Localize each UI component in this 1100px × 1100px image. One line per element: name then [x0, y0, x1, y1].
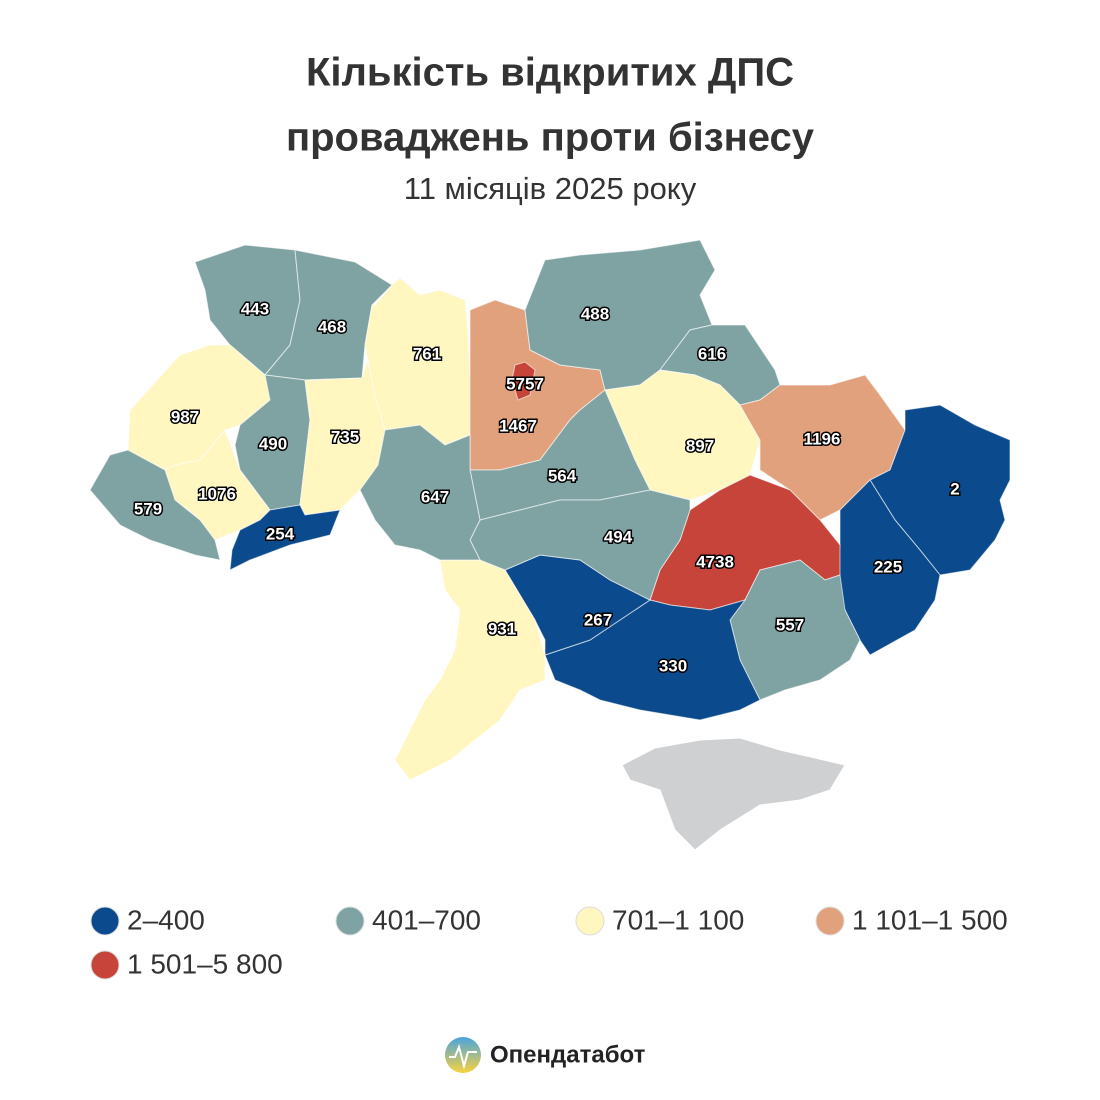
legend-label: 1 501–5 800: [127, 948, 283, 979]
region-value: 4738: [696, 552, 734, 571]
region-value: 1467: [499, 416, 537, 435]
region-value: 987: [171, 407, 199, 426]
region-value: 2: [950, 479, 959, 498]
region-value: 443: [241, 299, 269, 318]
legend-label: 2–400: [127, 904, 205, 935]
subtitle: 11 місяців 2025 року: [404, 171, 697, 206]
legend: 2–400 401–700 701–1 100 1 101–1 500 1 501–5 …: [90, 904, 1008, 980]
region: [469, 489, 691, 601]
region-value: 1196: [804, 429, 841, 448]
labels: 443 468 987 490 735 761 1467 5757 488 616 897 1196 2…: [132, 298, 961, 677]
legend-swatch: [90, 906, 120, 936]
region-value: 761: [413, 344, 441, 363]
region-value: 254: [266, 524, 295, 543]
region-value: 330: [659, 656, 687, 675]
region-value: 616: [698, 344, 726, 363]
region: [511, 361, 536, 401]
region-value: 557: [776, 615, 804, 634]
region-value: 267: [584, 610, 612, 629]
brand-logo-pulse: [449, 1043, 477, 1070]
region-value: 5757: [506, 374, 544, 393]
region-value: 564: [548, 466, 577, 485]
region-value: 1076: [198, 484, 236, 503]
legend-swatch: [335, 906, 365, 936]
region-value: 494: [604, 527, 633, 546]
region-value: 897: [686, 436, 714, 455]
region-value: 647: [421, 487, 449, 506]
region: [89, 449, 221, 561]
crimea: [621, 737, 846, 851]
legend-swatch: [575, 906, 605, 936]
title: Кількість відкритих ДПС: [306, 51, 794, 95]
region-value: 225: [874, 557, 902, 576]
brand: Опендатабот: [490, 1041, 646, 1068]
legend-label: 401–700: [372, 904, 481, 935]
region-value: 735: [331, 427, 359, 446]
map: [89, 239, 1011, 851]
region: [869, 404, 1011, 576]
legend-swatch: [815, 906, 845, 936]
legend-label: 1 101–1 500: [852, 904, 1008, 935]
region-value: 468: [318, 317, 346, 336]
brand-logo: [445, 1037, 481, 1073]
region-value: 488: [581, 304, 609, 323]
region: [229, 504, 341, 571]
title: проваджень проти бізнесу: [286, 116, 815, 160]
region-value: 490: [259, 434, 287, 453]
region: [394, 559, 546, 781]
legend-label: 701–1 100: [612, 904, 744, 935]
region-value: 579: [134, 499, 162, 518]
region: [359, 424, 481, 561]
legend-swatch: [90, 950, 120, 980]
region-value: 931: [488, 619, 516, 638]
region: [544, 599, 761, 721]
